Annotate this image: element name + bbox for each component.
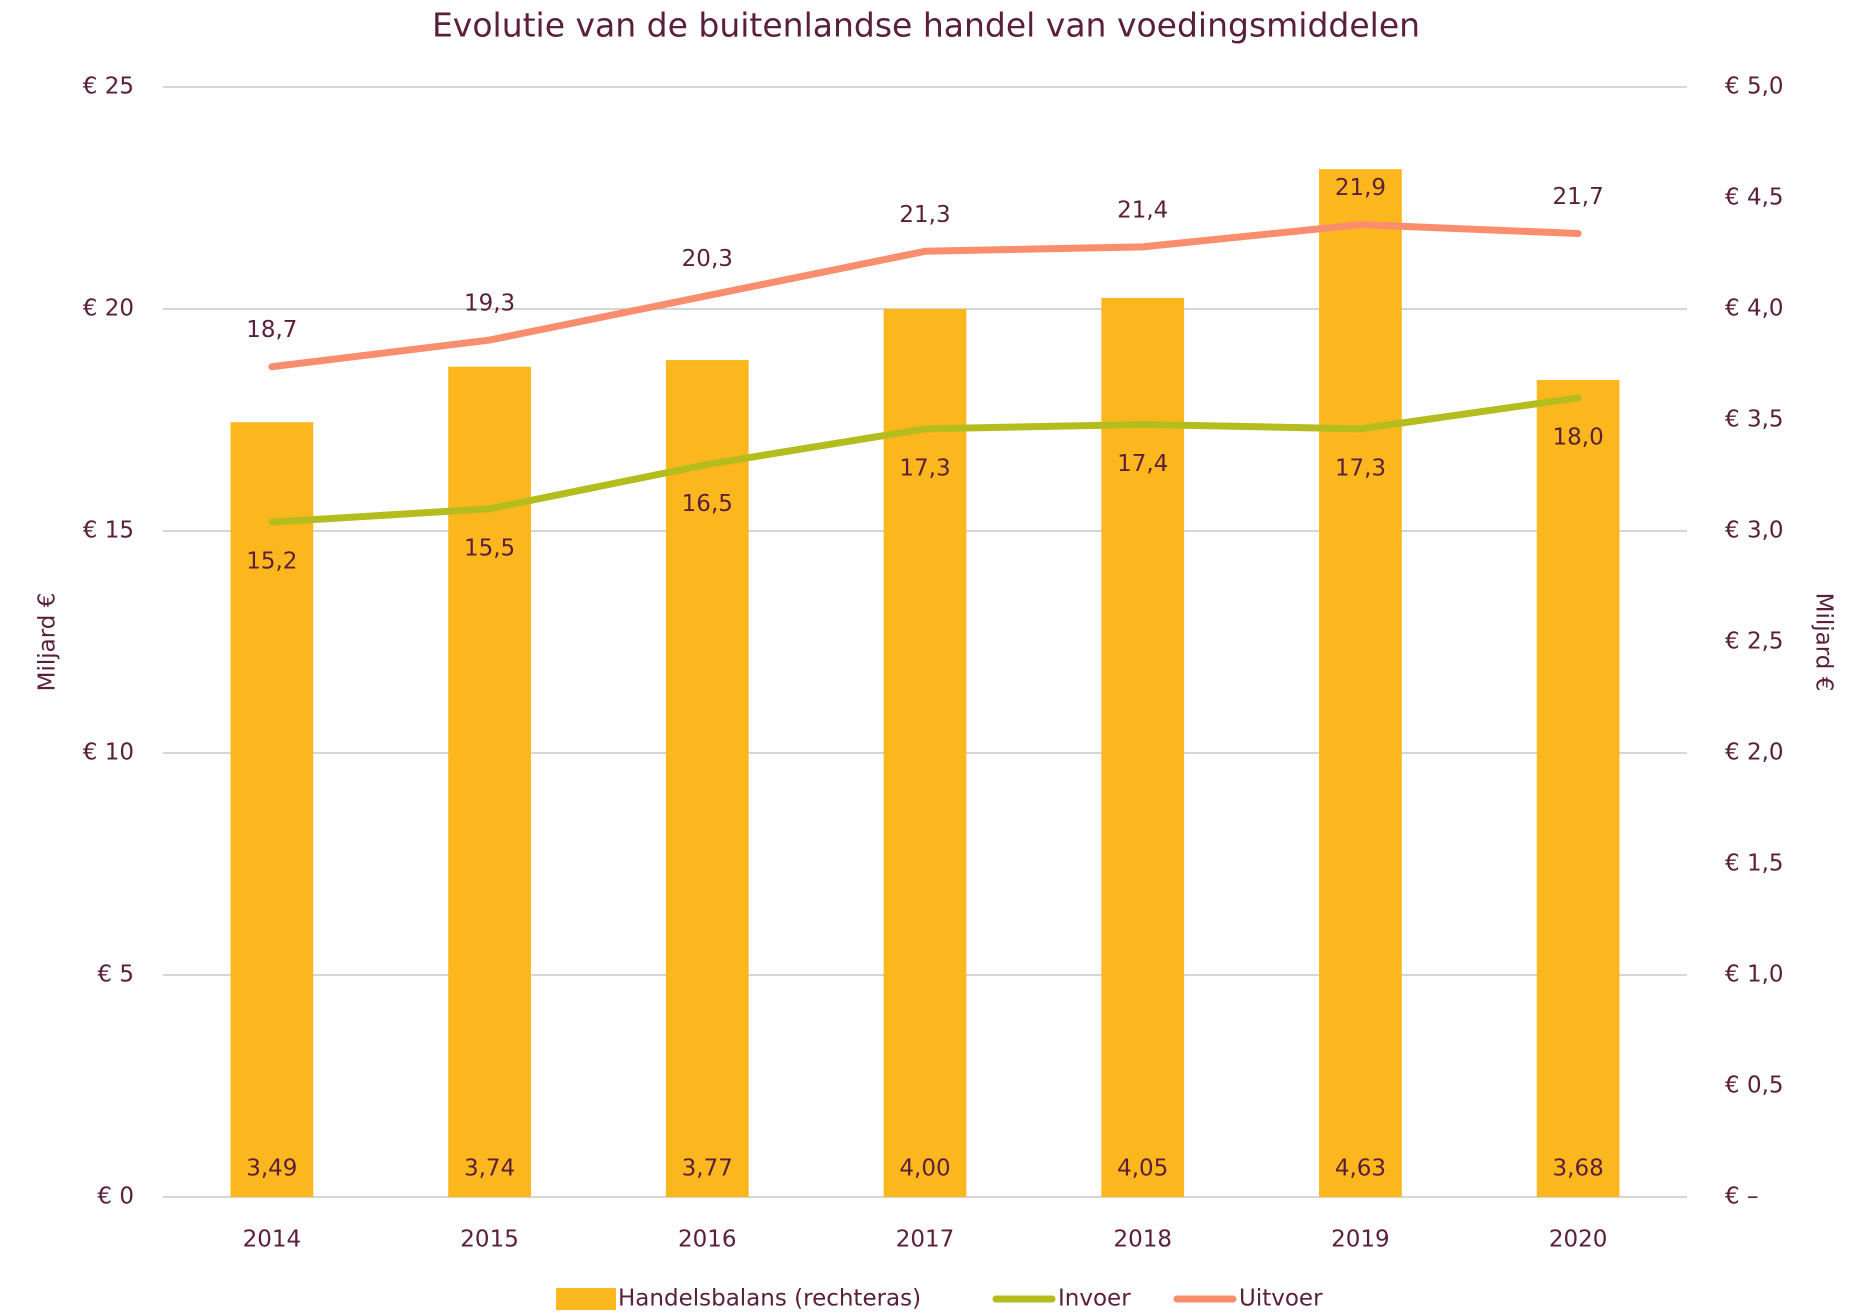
bar <box>883 309 967 1197</box>
y-tick-label: € 20 <box>83 296 134 322</box>
bar <box>230 422 314 1198</box>
x-tick-label: 2018 <box>1113 1227 1172 1253</box>
bar-value-label: 3,77 <box>682 1156 733 1182</box>
line-value-label: 20,3 <box>682 246 733 272</box>
line-value-label: 17,3 <box>1335 455 1386 481</box>
y-tick-label: € 15 <box>83 518 134 544</box>
legend-label: Uitvoer <box>1239 1286 1323 1312</box>
y-axis-label: Miljard € <box>35 593 61 692</box>
y-tick-label: € 5 <box>97 962 134 988</box>
legend-label: Handelsbalans (rechteras) <box>618 1286 921 1312</box>
bar <box>1101 297 1185 1197</box>
line-value-label: 21,9 <box>1335 175 1386 201</box>
y2-tick-label: € – <box>1725 1184 1758 1210</box>
y-tick-label: € 10 <box>83 740 134 766</box>
line-value-label: 21,4 <box>1117 197 1168 223</box>
x-tick-label: 2019 <box>1331 1227 1390 1253</box>
bar-value-label: 4,63 <box>1335 1156 1386 1182</box>
y2-axis-label: Miljard € <box>1811 593 1837 692</box>
bar-value-label: 3,68 <box>1553 1156 1604 1182</box>
x-tick-label: 2017 <box>896 1227 955 1253</box>
y2-tick-label: € 2,5 <box>1725 629 1784 655</box>
line-value-label: 16,5 <box>682 491 733 517</box>
y2-tick-label: € 1,0 <box>1725 962 1784 988</box>
bar <box>665 360 749 1197</box>
bar-value-label: 3,49 <box>246 1156 297 1182</box>
chart-title: Evolutie van de buitenlandse handel van … <box>432 6 1420 45</box>
y2-tick-label: € 2,0 <box>1725 740 1784 766</box>
line-value-label: 19,3 <box>464 291 515 317</box>
line-value-label: 18,0 <box>1553 424 1604 450</box>
x-tick-label: 2016 <box>678 1227 737 1253</box>
bar <box>448 366 531 1198</box>
legend-label: Invoer <box>1058 1286 1131 1312</box>
y2-tick-label: € 1,5 <box>1725 851 1784 877</box>
y2-tick-label: € 4,0 <box>1725 296 1784 322</box>
y2-tick-label: € 4,5 <box>1725 185 1784 211</box>
line-value-label: 21,7 <box>1553 184 1604 210</box>
y2-tick-label: € 5,0 <box>1725 74 1784 100</box>
line-value-label: 17,3 <box>899 455 950 481</box>
legend-swatch <box>556 1288 616 1310</box>
line-value-label: 18,7 <box>246 317 297 343</box>
bar-value-label: 4,05 <box>1117 1156 1168 1182</box>
bar <box>1319 169 1402 1197</box>
x-tick-label: 2015 <box>460 1227 519 1253</box>
line-value-label: 15,5 <box>464 535 515 561</box>
line-value-label: 15,2 <box>246 549 297 575</box>
line-value-label: 17,4 <box>1117 451 1168 477</box>
y2-tick-label: € 0,5 <box>1725 1073 1784 1099</box>
y2-tick-label: € 3,5 <box>1725 407 1784 433</box>
bar <box>1536 380 1620 1197</box>
line-value-label: 21,3 <box>899 202 950 228</box>
x-tick-label: 2020 <box>1549 1227 1608 1253</box>
x-tick-label: 2014 <box>243 1227 302 1253</box>
y-tick-label: € 0 <box>97 1184 134 1210</box>
line <box>268 221 1582 371</box>
bar-value-label: 3,74 <box>464 1156 515 1182</box>
y2-tick-label: € 3,0 <box>1725 518 1784 544</box>
bar-value-label: 4,00 <box>899 1156 950 1182</box>
line <box>268 394 1582 526</box>
y-tick-label: € 25 <box>83 74 134 100</box>
